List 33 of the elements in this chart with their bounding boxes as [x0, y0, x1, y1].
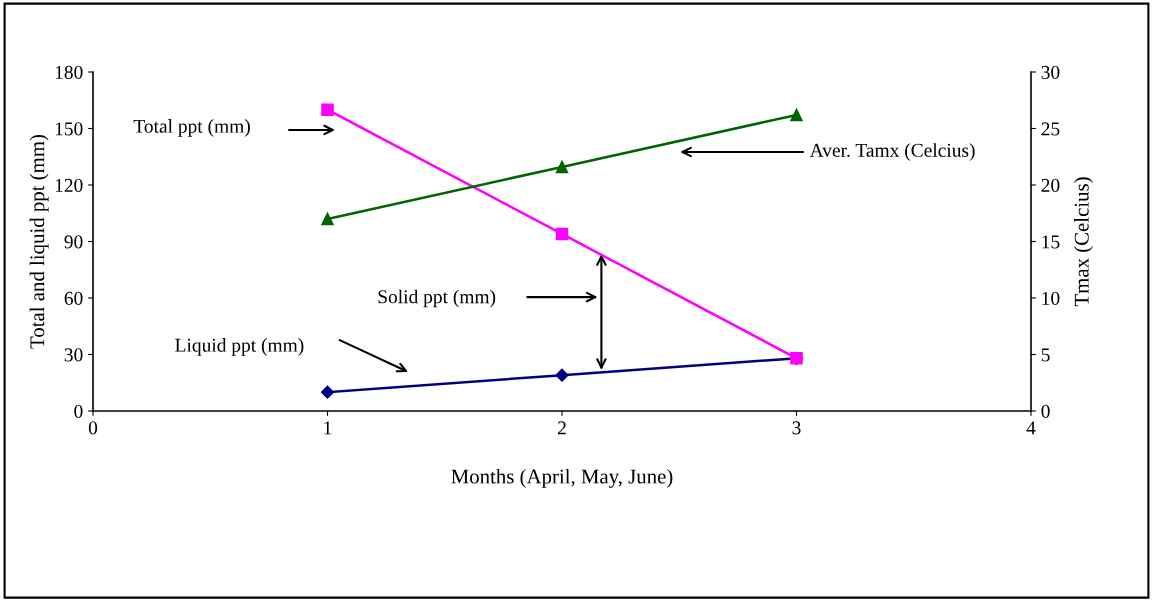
y2-tick-label: 20: [1041, 178, 1060, 192]
y2-tick-label: 0: [1041, 404, 1050, 418]
x-tick-label: 1: [324, 421, 332, 435]
x-tick-label: 3: [792, 421, 801, 435]
y-tick-label: 180: [55, 65, 83, 79]
point: [321, 103, 334, 116]
y2-tick-label: 10: [1042, 291, 1060, 305]
y-tick-label: 150: [55, 122, 83, 136]
y2-tick-label: 30: [1041, 65, 1060, 79]
point: [790, 108, 803, 122]
point: [320, 385, 335, 399]
annotation: Solid ppt (mm): [378, 289, 496, 308]
y2-tick-label: 5: [1041, 348, 1050, 362]
y2-tick-label: 25: [1041, 122, 1060, 136]
annotation: Aver. Tamx (Celcius): [809, 143, 975, 161]
y2-tick-label: 15: [1042, 235, 1060, 249]
point: [321, 212, 334, 226]
point: [555, 368, 569, 382]
y-tick-label: 90: [64, 235, 83, 249]
y2-axis-title: Tmax (Celcius): [1074, 177, 1093, 307]
annotation: Total ppt (mm): [133, 119, 250, 137]
y-tick-label: 120: [55, 178, 83, 192]
point: [555, 160, 569, 174]
y-tick-label: 30: [64, 348, 83, 362]
x-tick-label: 2: [557, 421, 566, 435]
point: [555, 227, 569, 241]
y-tick-label: 60: [64, 291, 83, 305]
x-axis-title: Months (April, May, June): [451, 468, 673, 488]
y-tick-label: 0: [74, 404, 83, 418]
y-axis-title: Total and liquid ppt (mm): [29, 134, 49, 349]
annotation: Liquid ppt (mm): [175, 338, 304, 356]
x-tick-label: 0: [88, 421, 98, 435]
x-tick-label: 4: [1026, 421, 1036, 435]
